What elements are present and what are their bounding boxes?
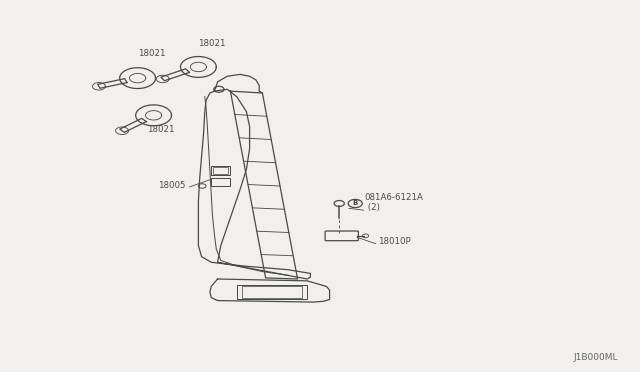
Text: 18005: 18005 xyxy=(158,181,186,190)
Bar xyxy=(211,166,230,175)
Text: 18021: 18021 xyxy=(198,39,226,48)
Bar xyxy=(237,285,307,299)
Text: 18021: 18021 xyxy=(138,49,165,58)
Bar xyxy=(213,167,228,174)
Bar xyxy=(242,286,302,298)
Text: 081A6-6121A
 (2): 081A6-6121A (2) xyxy=(365,193,424,212)
Text: J1B000ML: J1B000ML xyxy=(573,353,618,362)
Bar xyxy=(211,178,230,186)
Text: B: B xyxy=(353,201,358,206)
Text: 18010P: 18010P xyxy=(378,237,410,246)
Text: 18021: 18021 xyxy=(147,125,175,134)
